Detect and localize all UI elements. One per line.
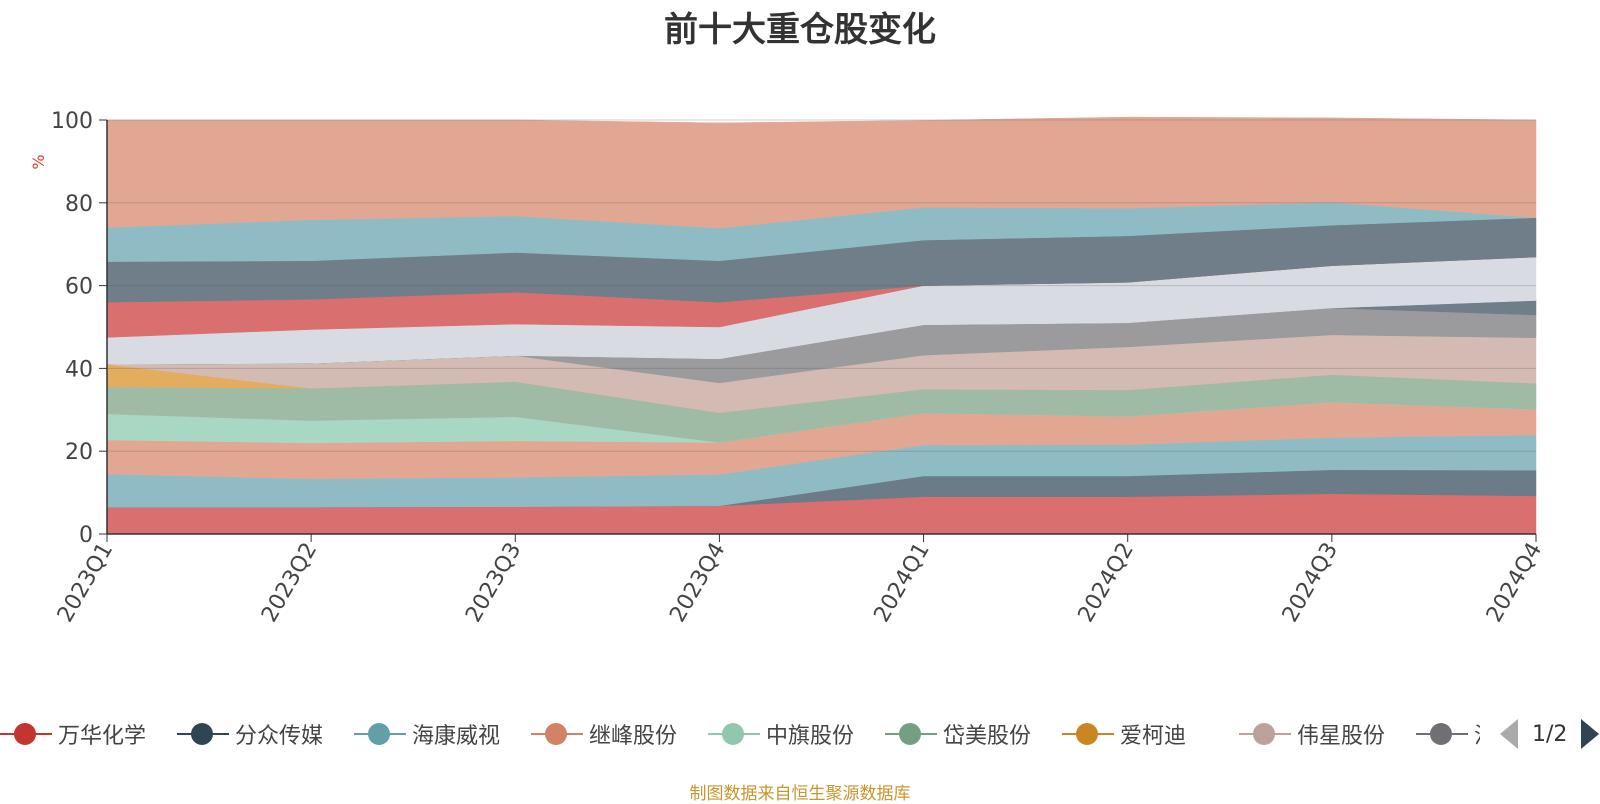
legend-marker-icon xyxy=(1416,716,1468,752)
legend-label: 分众传媒 xyxy=(235,724,324,749)
x-tick-label: 2023Q2 xyxy=(257,539,322,627)
legend-marker-icon xyxy=(177,716,229,752)
legend-marker-icon xyxy=(354,716,406,752)
legend-marker-icon xyxy=(885,716,937,752)
legend: 万华化学 分众传媒 海康威视 继峰股份 中旗股份 岱美股份 爱柯迪 伟星股份 洽洽食品 xyxy=(0,716,1480,752)
legend-label: 洽洽食品 xyxy=(1474,718,1480,750)
chart-title: 前十大重仓股变化 xyxy=(664,10,936,50)
y-tick-label: 0 xyxy=(79,523,93,548)
legend-marker-icon xyxy=(1062,716,1114,752)
x-tick-label: 2023Q4 xyxy=(665,539,730,627)
legend-label: 海康威视 xyxy=(412,724,501,749)
source-note: 制图数据来自恒生聚源数据库 xyxy=(689,784,911,804)
legend-label: 伟星股份 xyxy=(1297,724,1386,749)
legend-pager: 1/2 xyxy=(1500,716,1600,752)
legend-item[interactable]: 洽洽食品 xyxy=(1416,716,1480,752)
legend-item[interactable]: 万华化学 xyxy=(0,716,146,752)
x-tick-label: 2024Q4 xyxy=(1482,539,1547,627)
legend-page-indicator: 1/2 xyxy=(1532,721,1568,747)
legend-label: 爱柯迪 xyxy=(1120,724,1187,749)
legend-marker-icon xyxy=(1239,716,1291,752)
y-tick-label: 60 xyxy=(65,275,93,300)
legend-next-page-icon[interactable] xyxy=(1581,719,1600,749)
legend-label: 万华化学 xyxy=(58,724,147,749)
y-tick-label: 100 xyxy=(51,109,93,134)
x-tick-label: 2024Q1 xyxy=(869,539,934,627)
y-tick-label: 20 xyxy=(65,440,93,465)
x-tick-label: 2024Q3 xyxy=(1278,539,1343,627)
area-series-layer xyxy=(106,116,1537,535)
legend-marker-icon xyxy=(0,716,52,752)
legend-marker-icon xyxy=(531,716,583,752)
x-tick-label: 2024Q2 xyxy=(1074,539,1139,627)
y-tick-label: 40 xyxy=(65,357,93,382)
legend-item[interactable]: 海康威视 xyxy=(354,716,500,752)
y-axis-unit-label: % xyxy=(29,154,48,169)
y-tick-label: 80 xyxy=(65,192,93,217)
legend-label: 中旗股份 xyxy=(766,724,855,749)
legend-label: 岱美股份 xyxy=(943,724,1032,749)
legend-item[interactable]: 分众传媒 xyxy=(177,716,323,752)
legend-item[interactable]: 中旗股份 xyxy=(708,716,854,752)
legend-item[interactable]: 伟星股份 xyxy=(1239,716,1385,752)
legend-item[interactable]: 岱美股份 xyxy=(885,716,1031,752)
x-tick-label: 2023Q3 xyxy=(461,539,526,627)
x-tick-label: 2023Q1 xyxy=(53,539,118,627)
legend-marker-icon xyxy=(708,716,760,752)
legend-prev-page-icon[interactable] xyxy=(1500,719,1518,749)
legend-item[interactable]: 继峰股份 xyxy=(531,716,677,752)
legend-label: 继峰股份 xyxy=(589,724,678,749)
legend-item[interactable]: 爱柯迪 xyxy=(1062,716,1186,752)
area-series-14 xyxy=(106,116,1537,229)
stacked-area-chart: 0 20 40 60 80 100 2023Q1 2023Q2 2023Q3 2023Q4 2024… xyxy=(29,109,1547,627)
gridlines-layer xyxy=(107,119,1536,452)
